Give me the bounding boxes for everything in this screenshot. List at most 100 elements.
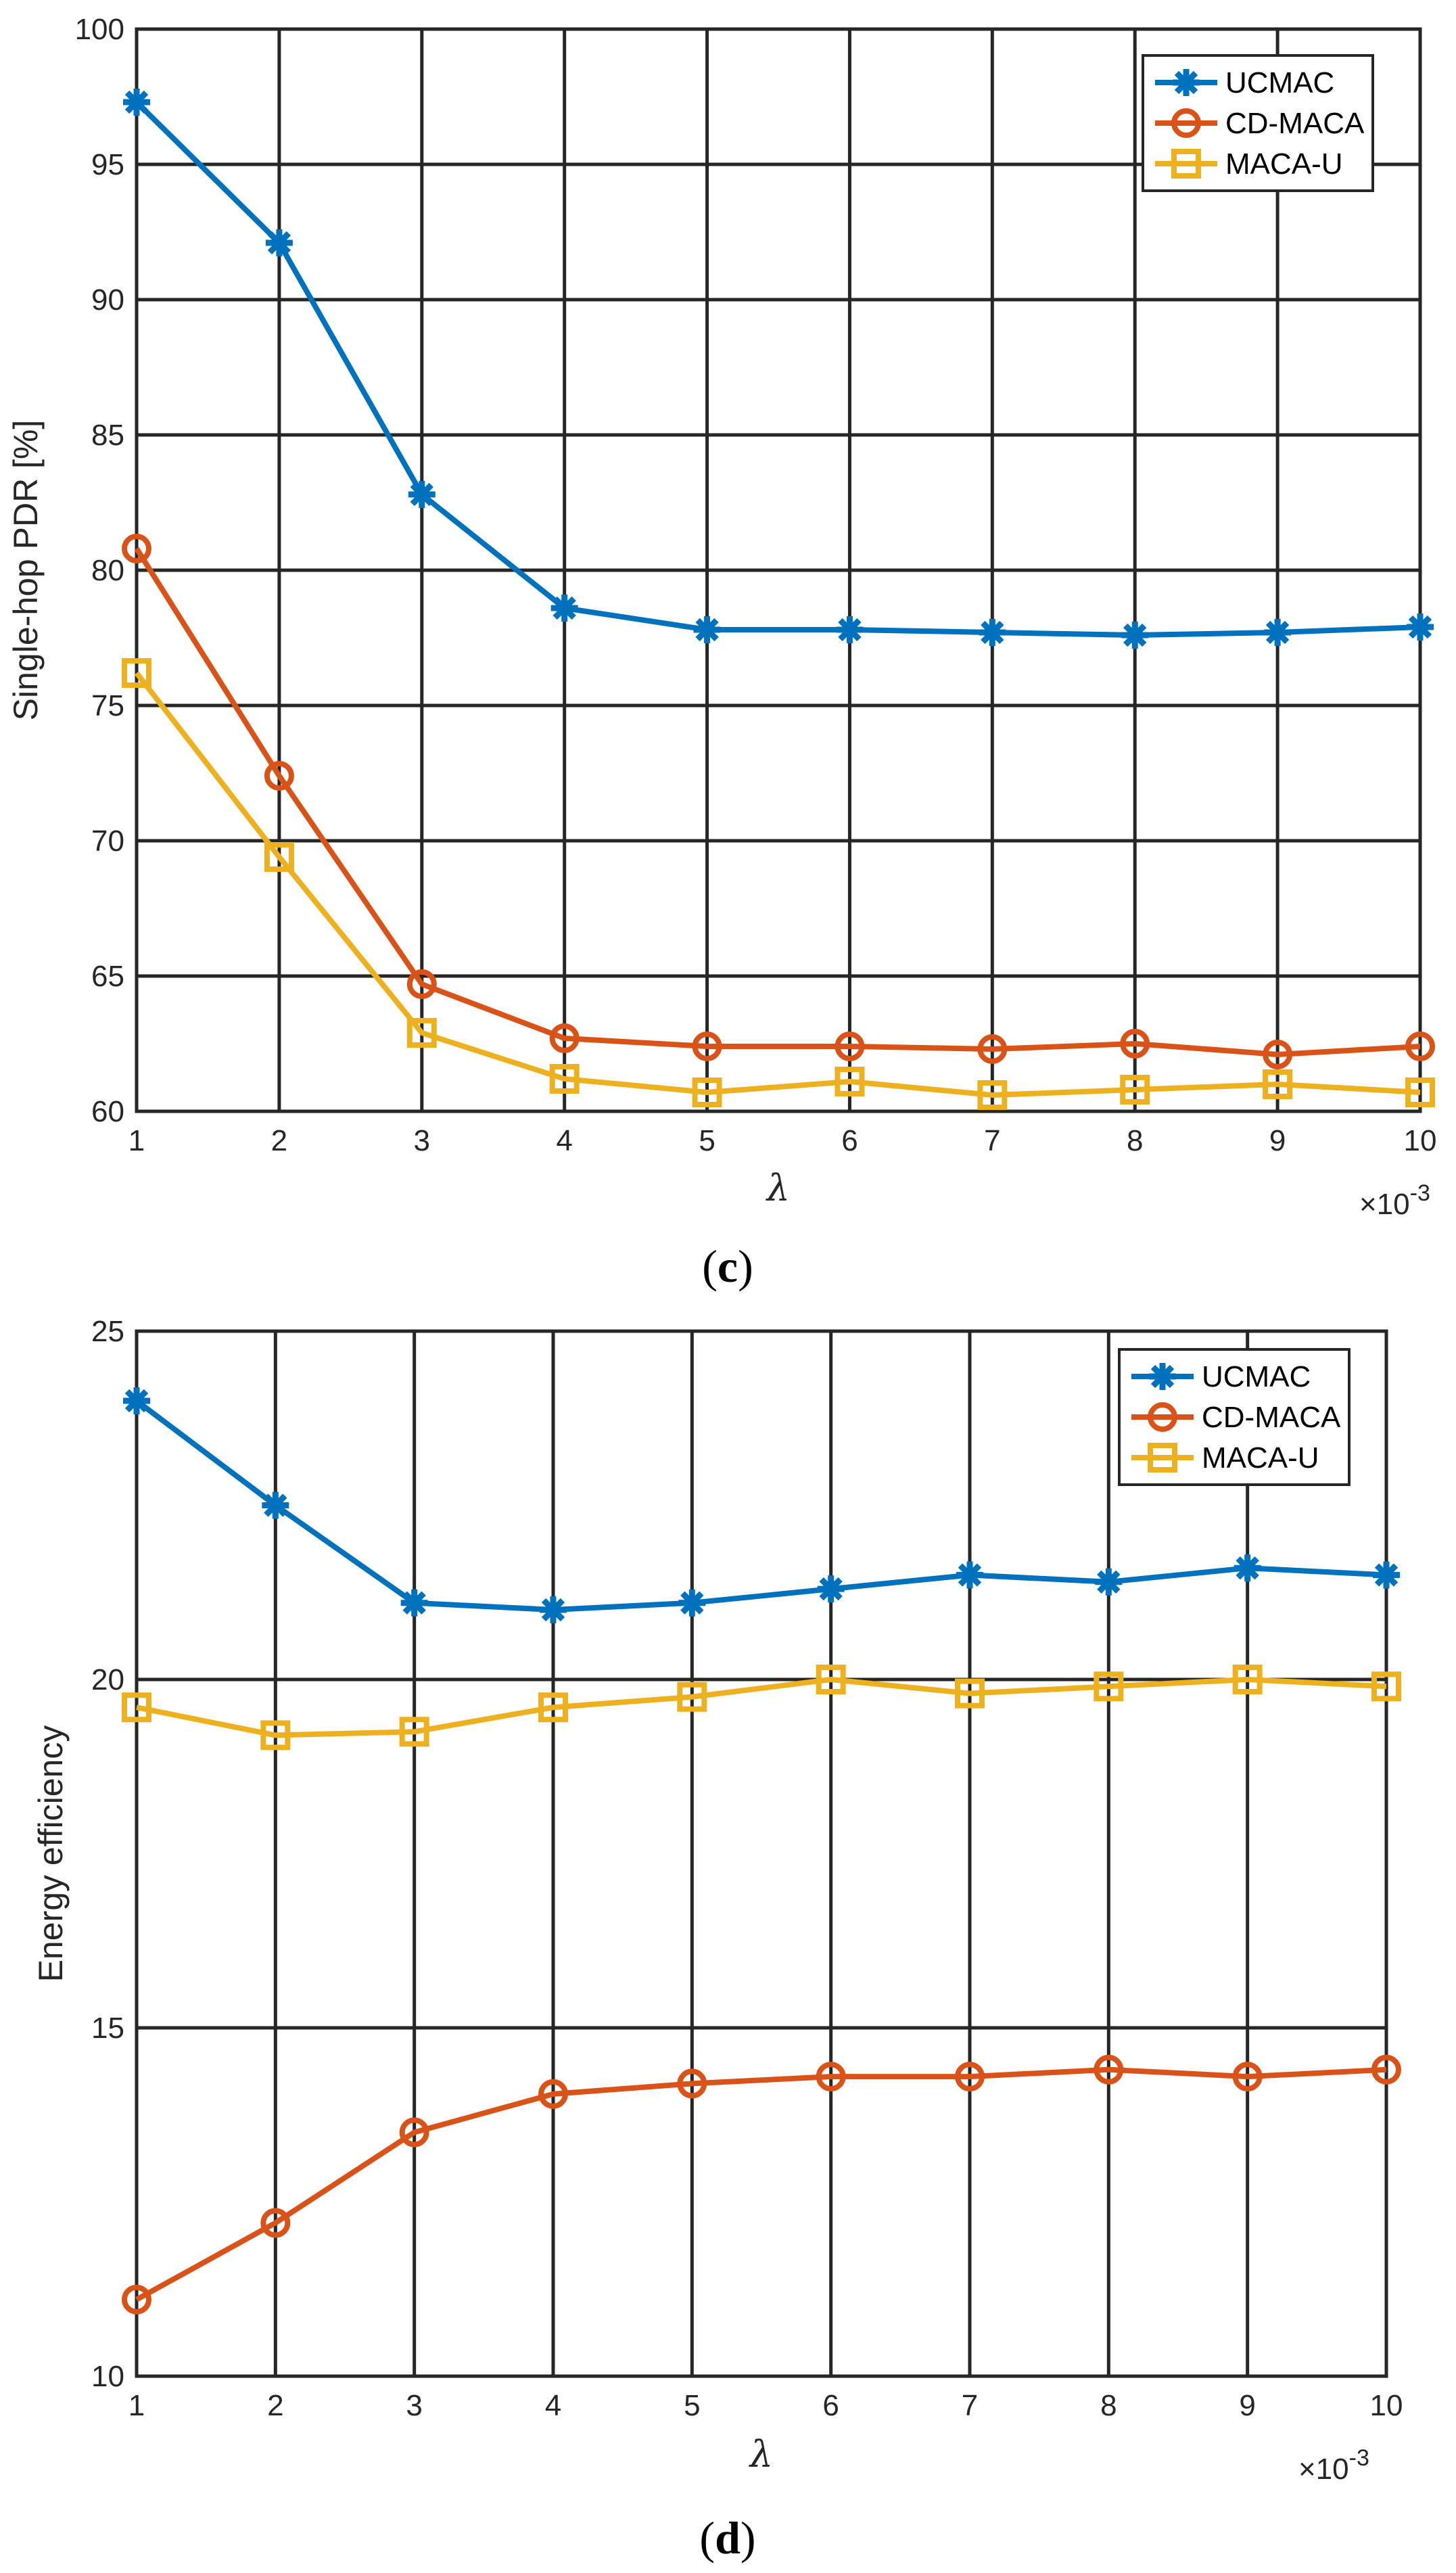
x-exponent-base: ×10 — [1359, 1188, 1410, 1221]
chart-c: 1 2 3 4 5 6 7 8 9 10 60 65 70 75 80 85 90 95 100 λ Single-ho… — [7, 13, 1436, 1292]
x-tick-label: 6 — [841, 1124, 858, 1157]
legend-label: CD-MACA — [1225, 107, 1365, 140]
y-tick-label: 75 — [91, 689, 124, 722]
data-point — [540, 1596, 567, 1623]
data-point — [549, 1023, 580, 1053]
legend-item: CD-MACA — [1131, 1401, 1341, 1434]
x-tick-label: 7 — [984, 1124, 1000, 1157]
y-tick-label: 60 — [91, 1095, 124, 1128]
data-point — [979, 619, 1006, 646]
x-exponent-base: ×10 — [1298, 2453, 1349, 2486]
caption-close: ) — [738, 1241, 753, 1292]
data-point — [400, 1589, 428, 1617]
x-tick-label: 1 — [128, 2389, 145, 2422]
data-point — [122, 2284, 151, 2315]
x-exponent-power: -3 — [1410, 1180, 1430, 1206]
caption-letter: c — [718, 1241, 738, 1292]
data-point — [123, 1387, 150, 1414]
x-tick-label: 4 — [545, 2389, 561, 2422]
legend-item: MACA-U — [1155, 147, 1343, 181]
x-tick-label: 8 — [1127, 1124, 1143, 1157]
legend-item: MACA-U — [1131, 1441, 1319, 1475]
legend: UCMAC CD-MACA MACA-U — [1118, 1348, 1351, 1486]
x-axis-label: λ — [749, 2433, 773, 2476]
legend-marker — [1171, 149, 1201, 179]
legend-label: MACA-U — [1202, 1441, 1319, 1475]
y-tick-label: 65 — [91, 960, 124, 993]
x-tick-label: 3 — [406, 2389, 422, 2422]
data-point — [816, 1665, 846, 1694]
data-point — [1407, 613, 1434, 641]
x-tick-label: 10 — [1404, 1124, 1437, 1157]
axes-box — [135, 27, 1422, 1113]
legend-marker — [1148, 1402, 1177, 1432]
data-point — [408, 481, 436, 508]
series-cd-maca — [122, 534, 1435, 1069]
x-tick-label: 2 — [267, 2389, 283, 2422]
data-point — [260, 1720, 291, 1751]
x-tick-label: 1 — [128, 1124, 145, 1157]
y-tick-label: 95 — [91, 148, 124, 181]
x-tick-label: 9 — [1239, 2389, 1255, 2422]
data-point — [1120, 1029, 1150, 1059]
series-line — [135, 1398, 1387, 1613]
series-ucmac — [123, 89, 1434, 649]
y-tick-label: 70 — [91, 825, 124, 858]
data-point — [1405, 1031, 1435, 1061]
chart-d: 1 2 3 4 5 6 7 8 9 10 10 15 20 25 λ Energy efficiency ×10… — [32, 1315, 1403, 2564]
caption-open: ( — [699, 2512, 715, 2564]
legend-item: UCMAC — [1131, 1360, 1311, 1393]
axes-box — [135, 1329, 1388, 2378]
data-point — [264, 761, 294, 791]
data-point — [1095, 1568, 1123, 1596]
legend-label: CD-MACA — [1202, 1401, 1341, 1434]
series-line — [136, 1677, 1387, 1738]
data-point — [1405, 1077, 1435, 1107]
y-tick-label: 100 — [75, 13, 124, 46]
data-point — [817, 1575, 845, 1603]
x-tick-label: 10 — [1370, 2389, 1403, 2422]
legend-item: UCMAC — [1155, 66, 1334, 99]
series-line — [135, 100, 1421, 638]
legend-label: UCMAC — [1202, 1360, 1311, 1393]
legend-marker — [1149, 1363, 1176, 1390]
data-point — [1263, 1069, 1293, 1099]
data-point — [816, 2062, 846, 2092]
legend-label: UCMAC — [1225, 66, 1334, 99]
y-tick-label: 10 — [91, 2360, 124, 2393]
series-line — [134, 547, 1421, 1057]
data-point — [399, 2117, 429, 2148]
x-tick-label: 4 — [556, 1124, 572, 1157]
caption-close: ) — [741, 2512, 756, 2564]
data-point — [262, 1491, 289, 1519]
x-exponent-label: ×10-3 — [1359, 1180, 1430, 1221]
data-point — [1232, 1665, 1263, 1694]
plot-area — [137, 1331, 1386, 2376]
legend-marker — [1171, 108, 1201, 138]
legend-marker — [1173, 69, 1200, 96]
data-point — [692, 1077, 722, 1107]
data-point — [549, 1064, 580, 1094]
data-point — [956, 1561, 983, 1589]
x-axis-label: λ — [766, 1167, 790, 1209]
data-point — [955, 2062, 985, 2092]
x-tick-label: 2 — [271, 1124, 287, 1157]
data-point — [1232, 2062, 1263, 2092]
series-maca-u — [122, 658, 1435, 1110]
data-point — [399, 1717, 429, 1747]
data-point — [1371, 1671, 1401, 1702]
series-line — [135, 2066, 1387, 2302]
y-tick-label: 25 — [91, 1315, 124, 1348]
data-point — [1094, 2054, 1124, 2085]
data-point — [692, 1031, 722, 1061]
x-tick-label: 9 — [1269, 1124, 1286, 1157]
x-tick-label: 5 — [684, 2389, 700, 2422]
data-point — [538, 2079, 568, 2109]
y-axis-label: Single-hop PDR [%] — [7, 420, 45, 721]
y-tick-label: 80 — [91, 554, 124, 587]
data-point — [677, 1682, 707, 1712]
series-ucmac — [123, 1387, 1400, 1623]
y-tick-label: 20 — [91, 1663, 124, 1696]
figure-caption: (c) — [702, 1241, 753, 1292]
data-point — [1094, 1671, 1124, 1702]
